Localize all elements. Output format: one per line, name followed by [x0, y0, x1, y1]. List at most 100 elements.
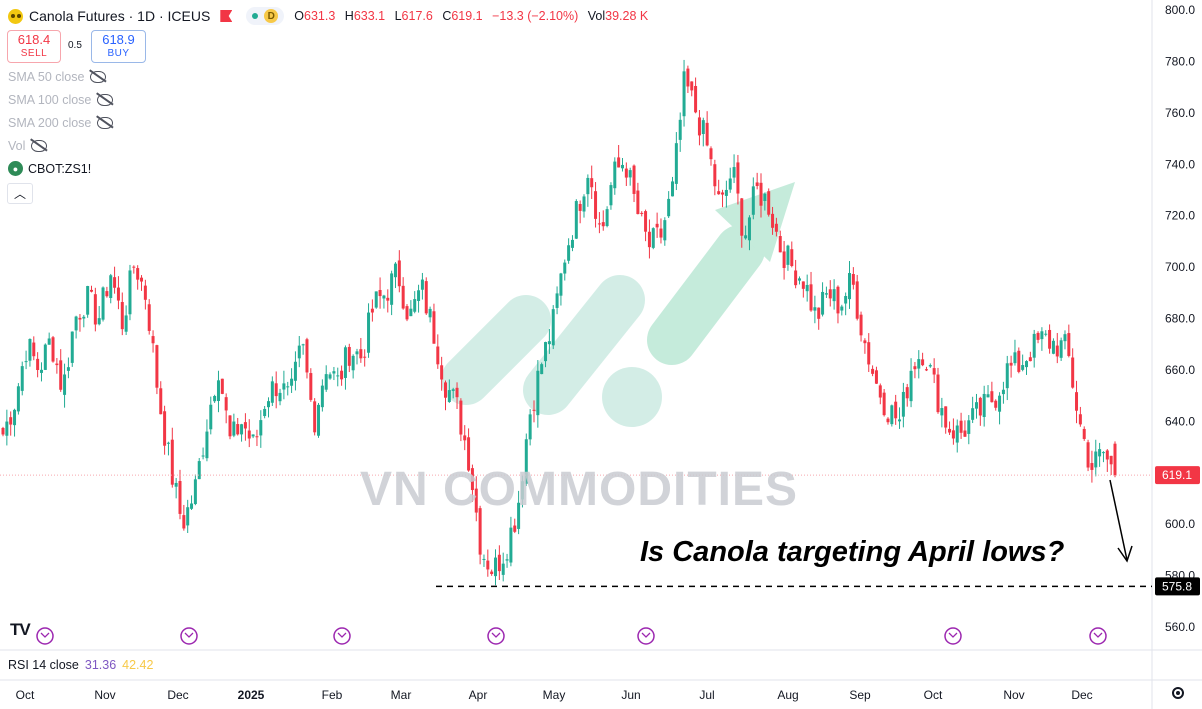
candle-body — [959, 420, 963, 433]
settings-gear-icon[interactable] — [1172, 687, 1184, 699]
collapse-legend-button[interactable]: ︿ — [7, 183, 33, 204]
time-tick-label: Nov — [94, 688, 115, 702]
candle-body — [828, 289, 832, 299]
price-tick-label: 800.0 — [1165, 3, 1195, 17]
candle-body — [286, 386, 290, 388]
candle-body — [971, 408, 975, 420]
hidden-eye-icon[interactable] — [97, 117, 114, 129]
candle-body — [663, 220, 667, 241]
candle-body — [193, 479, 197, 505]
candle-body — [309, 373, 313, 400]
tradingview-logo[interactable]: TV — [10, 620, 31, 639]
candle-body — [913, 366, 917, 370]
candle-body — [832, 289, 836, 302]
candle-body — [1001, 389, 1005, 395]
event-marker-icon[interactable] — [637, 627, 655, 645]
price-tick-label: 640.0 — [1165, 414, 1195, 428]
watermark-text: VN COMMODITIES — [360, 463, 799, 516]
candle-body — [613, 161, 617, 189]
candle-body — [317, 404, 321, 436]
candle-body — [251, 434, 255, 437]
candle-body — [89, 289, 93, 292]
hidden-eye-icon[interactable] — [31, 140, 48, 152]
candle-body — [97, 318, 101, 325]
event-marker-icon[interactable] — [1089, 627, 1107, 645]
candle-body — [578, 203, 582, 211]
candle-body — [290, 378, 294, 386]
hidden-eye-icon[interactable] — [90, 71, 107, 83]
candle-body — [909, 370, 913, 402]
candle-body — [224, 397, 228, 411]
candle-body — [817, 307, 821, 319]
sell-button[interactable]: 618.4 SELL — [7, 30, 61, 63]
indicator-vol[interactable]: Vol — [8, 139, 48, 153]
event-marker-icon[interactable] — [36, 627, 54, 645]
candle-body — [871, 368, 875, 374]
candle-body — [494, 557, 498, 577]
candle-body — [20, 366, 24, 391]
event-marker-icon[interactable] — [944, 627, 962, 645]
event-marker-icon[interactable] — [487, 627, 505, 645]
candle-body — [163, 411, 167, 446]
indicator-sma100[interactable]: SMA 100 close — [8, 93, 114, 107]
hidden-eye-icon[interactable] — [97, 94, 114, 106]
candle-body — [1025, 361, 1029, 368]
candle-body — [586, 177, 590, 195]
candle-body — [63, 374, 67, 395]
candle-body — [1109, 455, 1113, 465]
compare-symbol[interactable]: ● CBOT:ZS1! — [8, 161, 91, 176]
candle-body — [440, 365, 444, 380]
candle-body — [674, 143, 678, 184]
candle-body — [470, 468, 474, 491]
candle-body — [755, 182, 759, 186]
candle-body — [924, 369, 928, 371]
candle-body — [624, 168, 628, 178]
candle-body — [409, 308, 413, 317]
symbol-title[interactable]: Canola Futures · 1D · ICEUS — [29, 8, 211, 24]
candle-body — [671, 181, 675, 197]
candle-body — [547, 341, 551, 345]
candle-body — [655, 223, 659, 228]
candle-body — [928, 365, 932, 367]
flag-icon[interactable] — [220, 10, 233, 22]
candle-body — [786, 245, 790, 265]
candle-body — [990, 391, 994, 403]
watermark-logo — [441, 182, 795, 427]
chart-annotation: Is Canola targeting April lows? — [640, 536, 1065, 568]
rsi-legend[interactable]: RSI 14 close 31.36 42.42 — [8, 658, 154, 672]
indicator-sma50[interactable]: SMA 50 close — [8, 70, 107, 84]
candle-body — [1036, 332, 1040, 340]
candle-body — [390, 273, 394, 305]
candle-body — [863, 340, 867, 344]
event-chevron-icon — [641, 632, 651, 638]
candle-body — [647, 231, 651, 248]
candle-body — [728, 178, 732, 190]
candle-body — [567, 245, 571, 261]
candle-body — [447, 390, 451, 403]
candle-body — [128, 270, 132, 315]
target-arrow-head — [1117, 545, 1133, 563]
candle-body — [170, 439, 174, 485]
candle-body — [386, 297, 390, 301]
time-axis[interactable]: Oct Nov Dec 2025 Feb Mar Apr May Jun Jul Aug Sep Oct… — [16, 688, 1093, 702]
candle-body — [520, 481, 524, 500]
market-status-pill[interactable]: D — [246, 7, 285, 25]
candle-body — [628, 170, 632, 178]
event-marker-icon[interactable] — [180, 627, 198, 645]
event-chevron-icon — [184, 632, 194, 638]
candle-body — [13, 409, 17, 426]
candle-body — [240, 424, 244, 435]
event-marker-icon[interactable] — [333, 627, 351, 645]
candle-body — [874, 370, 878, 384]
price-tick-label: 680.0 — [1165, 312, 1195, 326]
price-axis[interactable]: 800.0 780.0 760.0 740.0 720.0 700.0 680.0 660.0… — [1165, 3, 1195, 634]
buy-button[interactable]: 618.9 BUY — [91, 30, 146, 63]
candle-body — [497, 554, 501, 572]
candle-body — [998, 395, 1002, 412]
candle-body — [340, 370, 344, 380]
indicator-sma200[interactable]: SMA 200 close — [8, 116, 114, 130]
candle-body — [236, 424, 240, 435]
candle-body — [463, 435, 467, 441]
candle-body — [147, 304, 151, 331]
